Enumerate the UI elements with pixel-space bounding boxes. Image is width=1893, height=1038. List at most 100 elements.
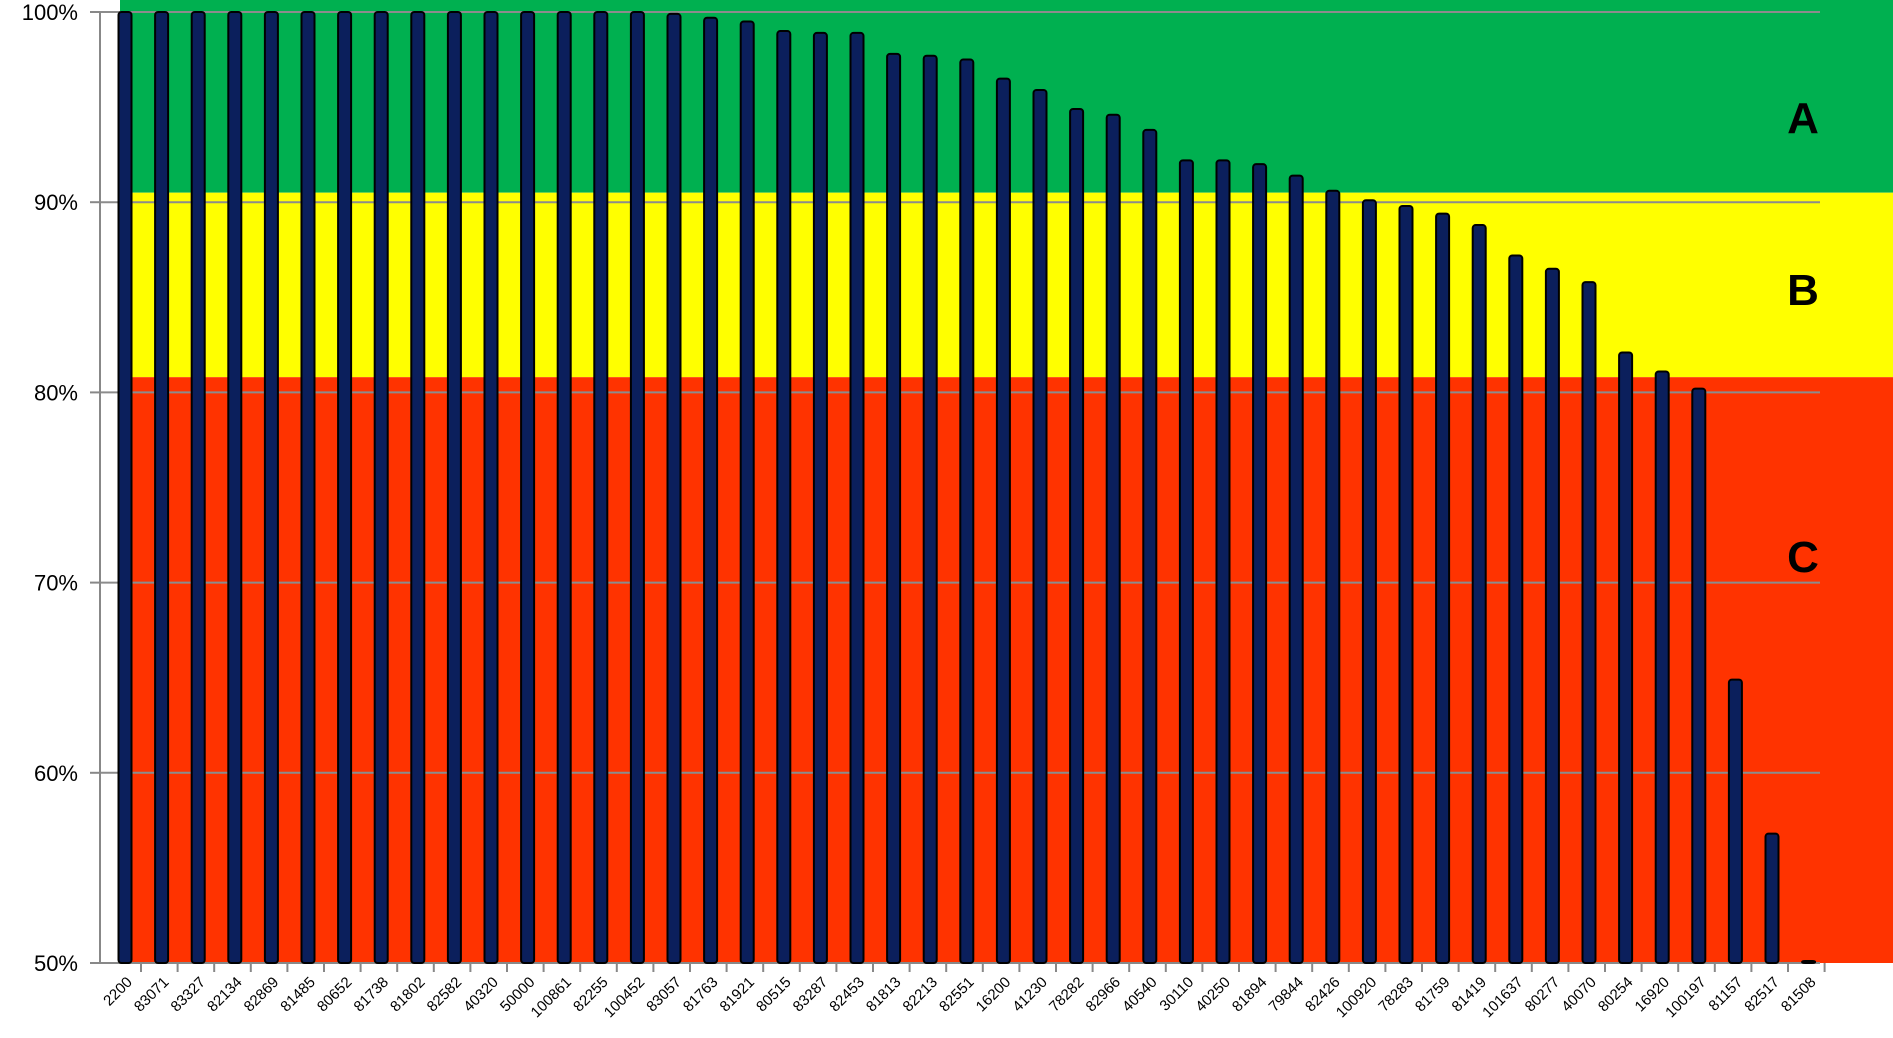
bar (190, 11, 206, 964)
y-tick-label: 90% (34, 190, 78, 215)
zone-label-b: B (1787, 266, 1819, 315)
bar (1691, 387, 1707, 964)
x-tick-label: 101637 (1479, 974, 1526, 1021)
x-tick-label: 16200 (973, 974, 1015, 1016)
bar (1069, 108, 1085, 964)
bar (849, 31, 865, 965)
x-tick-label: 100452 (601, 974, 648, 1021)
bar (1618, 351, 1634, 964)
x-tick-label: 81813 (863, 974, 905, 1016)
bar (483, 11, 499, 964)
x-tick-label: 82453 (826, 974, 868, 1016)
x-tick-label: 80277 (1522, 974, 1564, 1016)
x-tick-label: 40320 (460, 974, 502, 1016)
bar (1105, 113, 1121, 964)
bar (593, 11, 609, 964)
zone-label-a: A (1787, 94, 1819, 143)
x-tick-label: 81738 (351, 974, 393, 1016)
bar (1032, 88, 1048, 965)
x-tick-label: 100197 (1662, 974, 1709, 1021)
y-tick-label: 50% (34, 951, 78, 976)
bar (1325, 189, 1341, 964)
x-tick-label: 79844 (1266, 974, 1308, 1016)
bar (1581, 281, 1597, 965)
bar (703, 16, 719, 965)
x-tick-label: 82869 (241, 974, 283, 1016)
bar (300, 11, 316, 964)
zone-label-c: C (1787, 533, 1819, 582)
x-tick-label: 81759 (1412, 974, 1454, 1016)
x-tick-label: 100920 (1333, 974, 1380, 1021)
x-tick-label: 83071 (131, 974, 173, 1016)
x-tick-label: 78283 (1375, 974, 1417, 1016)
bar (1252, 163, 1268, 965)
x-tick-label: 81485 (277, 974, 319, 1016)
x-tick-label: 83057 (643, 974, 685, 1016)
y-axis-tick-labels: 50% 60% 70% 80% 90% 100% (22, 0, 100, 976)
bar (776, 30, 792, 964)
bar (556, 11, 572, 964)
bar (1142, 128, 1158, 964)
x-tick-label: 40540 (1119, 974, 1161, 1016)
y-tick-label: 80% (34, 380, 78, 405)
x-tick-label: 82134 (204, 974, 246, 1016)
x-tick-label: 30110 (1156, 974, 1197, 1015)
x-tick-label: 81802 (387, 974, 429, 1016)
bar (373, 11, 389, 964)
bar (1508, 254, 1524, 964)
zone-labels: A B C (1787, 94, 1819, 582)
bar (1435, 212, 1451, 964)
bar (1471, 224, 1487, 965)
bar (1288, 174, 1304, 964)
x-tick-label: 80254 (1595, 974, 1637, 1016)
bar (1801, 960, 1817, 964)
bar (922, 54, 938, 965)
bar (812, 31, 828, 965)
bar (227, 11, 243, 964)
bar (1361, 199, 1377, 965)
bar (1654, 370, 1670, 964)
y-tick-label: 60% (34, 761, 78, 786)
bar-series (117, 11, 1817, 965)
x-tick-label: 82551 (936, 974, 978, 1016)
x-tick-label: 100861 (528, 974, 575, 1021)
bar (1398, 205, 1414, 964)
bar (1544, 267, 1560, 964)
bar (117, 11, 133, 964)
bar (1178, 159, 1194, 964)
bar (263, 11, 279, 964)
bar (995, 77, 1011, 964)
x-tick-label: 40070 (1558, 974, 1600, 1016)
x-tick-label: 81921 (717, 974, 759, 1016)
x-tick-label: 82966 (1083, 974, 1125, 1016)
bar (337, 11, 353, 964)
x-tick-label: 82517 (1741, 974, 1783, 1016)
x-tick-label: 81157 (1705, 974, 1746, 1015)
bar (629, 11, 645, 964)
x-tick-label: 41230 (1009, 974, 1051, 1016)
bar (666, 12, 682, 965)
x-tick-label: 40250 (1192, 974, 1234, 1016)
x-tick-label: 83287 (790, 974, 832, 1016)
x-tick-label: 80652 (314, 974, 356, 1016)
x-tick-label: 82582 (424, 974, 466, 1016)
x-tick-label: 78282 (1046, 974, 1088, 1016)
y-tick-label: 100% (22, 0, 78, 25)
bar (1215, 159, 1231, 964)
x-tick-label: 82213 (900, 974, 942, 1016)
x-tick-label: 81894 (1229, 974, 1271, 1016)
bar (739, 20, 755, 964)
bar (959, 58, 975, 965)
x-tick-label: 80515 (753, 974, 795, 1016)
x-axis-ticks (140, 963, 1826, 972)
bar (410, 11, 426, 964)
bar (154, 11, 170, 964)
x-tick-label: 83327 (168, 974, 210, 1016)
bar (886, 52, 902, 965)
y-tick-label: 70% (34, 571, 78, 596)
x-axis-tick-labels: 2200830718332782134828698148580652817388… (100, 974, 1819, 1021)
x-tick-label: 81763 (680, 974, 722, 1016)
bar (1764, 832, 1780, 964)
bar (1727, 678, 1743, 964)
